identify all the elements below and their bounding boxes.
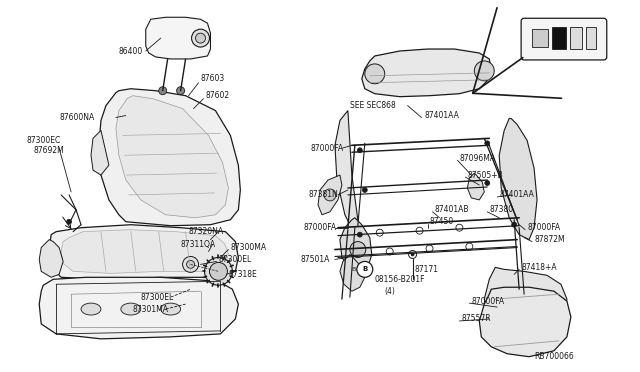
Polygon shape	[91, 131, 109, 175]
Circle shape	[357, 148, 362, 153]
Text: 87300EL: 87300EL	[141, 293, 174, 302]
Circle shape	[411, 253, 414, 256]
Text: 87300MA: 87300MA	[230, 243, 266, 252]
Text: 08156-B201F: 08156-B201F	[375, 275, 425, 284]
Text: 87000FA: 87000FA	[527, 223, 560, 232]
Polygon shape	[362, 49, 492, 97]
Circle shape	[187, 260, 195, 268]
Text: 87171: 87171	[415, 265, 438, 274]
Text: 87418+A: 87418+A	[521, 263, 557, 272]
Text: 87380: 87380	[489, 205, 513, 214]
Circle shape	[67, 219, 72, 224]
Text: 87557R: 87557R	[461, 314, 491, 324]
Polygon shape	[467, 173, 484, 200]
Text: 87505+B: 87505+B	[467, 171, 503, 180]
Text: 87300EC: 87300EC	[26, 136, 61, 145]
Text: 87501A: 87501A	[300, 255, 330, 264]
Text: B: B	[362, 266, 367, 272]
Ellipse shape	[81, 303, 101, 315]
Text: 87301MA: 87301MA	[133, 305, 169, 314]
Polygon shape	[484, 267, 567, 339]
Polygon shape	[499, 119, 537, 240]
Circle shape	[159, 87, 166, 95]
Text: 87000FA: 87000FA	[303, 223, 336, 232]
Text: 87000FA: 87000FA	[471, 296, 504, 306]
Circle shape	[365, 64, 385, 84]
Circle shape	[71, 230, 75, 234]
Text: 87401AA: 87401AA	[424, 111, 460, 120]
Text: 87401AA: 87401AA	[499, 190, 534, 199]
Ellipse shape	[121, 303, 141, 315]
FancyBboxPatch shape	[521, 18, 607, 60]
Polygon shape	[340, 254, 365, 291]
Bar	[586, 27, 596, 49]
Text: 87603: 87603	[200, 74, 225, 83]
Polygon shape	[39, 240, 63, 277]
Polygon shape	[99, 89, 241, 226]
Circle shape	[324, 189, 336, 201]
Circle shape	[191, 29, 209, 47]
Text: 87318E: 87318E	[228, 270, 257, 279]
Circle shape	[182, 256, 198, 272]
Text: 87692M: 87692M	[33, 146, 64, 155]
Polygon shape	[318, 175, 342, 215]
Circle shape	[484, 180, 490, 186]
Polygon shape	[479, 287, 571, 357]
Bar	[532, 29, 548, 47]
Polygon shape	[335, 110, 360, 241]
Circle shape	[177, 87, 184, 95]
Circle shape	[357, 262, 372, 277]
Polygon shape	[146, 17, 211, 59]
Polygon shape	[39, 277, 238, 339]
Bar	[552, 27, 566, 49]
Circle shape	[474, 61, 494, 81]
Text: B: B	[352, 267, 356, 272]
Circle shape	[196, 33, 205, 43]
Text: 87000FA: 87000FA	[310, 144, 343, 153]
Text: 87401AB: 87401AB	[435, 205, 469, 214]
Polygon shape	[61, 230, 228, 273]
Text: 87381N: 87381N	[308, 190, 338, 199]
Text: RB700066: RB700066	[534, 352, 574, 361]
Text: 87311QA: 87311QA	[180, 240, 216, 249]
Text: 87450: 87450	[429, 217, 454, 226]
Text: 87872M: 87872M	[534, 235, 564, 244]
Polygon shape	[116, 96, 228, 218]
Text: 87600NA: 87600NA	[59, 113, 94, 122]
Text: 87300EL: 87300EL	[218, 255, 252, 264]
Text: 86400: 86400	[119, 46, 143, 55]
Circle shape	[205, 257, 232, 285]
Text: 87602: 87602	[205, 91, 230, 100]
Circle shape	[484, 141, 490, 146]
Text: 87096MA: 87096MA	[460, 154, 495, 163]
Text: SEE SEC868: SEE SEC868	[350, 101, 396, 110]
Text: 87320NA: 87320NA	[189, 227, 224, 236]
Circle shape	[511, 222, 516, 227]
Circle shape	[350, 241, 366, 257]
Circle shape	[357, 232, 362, 237]
Text: (4): (4)	[385, 287, 396, 296]
Polygon shape	[340, 218, 372, 274]
Polygon shape	[49, 225, 238, 279]
Circle shape	[362, 187, 367, 192]
Bar	[570, 27, 582, 49]
Circle shape	[209, 262, 227, 280]
Ellipse shape	[161, 303, 180, 315]
